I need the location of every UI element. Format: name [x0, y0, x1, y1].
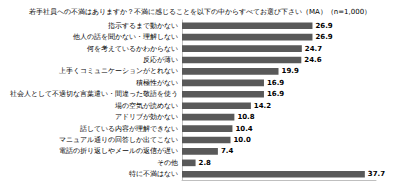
svg-text:特に不満はない: 特に不満はない — [129, 170, 178, 178]
svg-text:16.9: 16.9 — [267, 79, 284, 87]
svg-text:10.8: 10.8 — [237, 113, 254, 121]
svg-text:電話の折り返しやメールの返信が遅い: 電話の折り返しやメールの返信が遅い — [59, 147, 178, 155]
svg-text:話している内容が理解できない: 話している内容が理解できない — [80, 125, 178, 133]
svg-text:7.4: 7.4 — [221, 147, 234, 155]
svg-text:24.6: 24.6 — [304, 56, 321, 64]
svg-text:指示するまで動かない: 指示するまで動かない — [107, 22, 178, 30]
svg-text:19.9: 19.9 — [282, 67, 299, 75]
svg-text:他人の話を聞かない・理解しない: 他人の話を聞かない・理解しない — [73, 33, 178, 41]
svg-text:10.0: 10.0 — [234, 136, 251, 144]
svg-text:場の空気が読めない: 場の空気が読めない — [114, 102, 178, 110]
svg-text:14.2: 14.2 — [254, 102, 271, 110]
svg-text:社会人として不適切な言葉遣い・間違った敬語を使う: 社会人として不適切な言葉遣い・間違った敬語を使う — [10, 90, 178, 98]
svg-text:2.8: 2.8 — [199, 159, 212, 167]
svg-text:26.9: 26.9 — [315, 22, 332, 30]
svg-text:反応が薄い: 反応が薄い — [143, 56, 178, 64]
svg-text:積極性がない: 積極性がない — [136, 79, 178, 87]
svg-text:16.9: 16.9 — [267, 90, 284, 98]
svg-text:アドリブが効かない: アドリブが効かない — [115, 113, 178, 121]
svg-text:何を考えているかわからない: 何を考えているかわからない — [87, 45, 178, 53]
svg-text:37.7: 37.7 — [368, 170, 385, 178]
svg-text:その他: その他 — [157, 159, 178, 167]
svg-text:マニュアル通りの回答しか出てこない: マニュアル通りの回答しか出てこない — [59, 136, 178, 144]
svg-text:10.4: 10.4 — [235, 125, 252, 133]
svg-text:若手社員への不満はありますか？不満に感じることを以下の中から: 若手社員への不満はありますか？不満に感じることを以下の中からすべてお選び下さい（… — [29, 8, 371, 16]
svg-text:上手くコミュニケーションがとれない: 上手くコミュニケーションがとれない — [59, 67, 178, 75]
svg-text:24.7: 24.7 — [305, 45, 322, 53]
svg-text:26.9: 26.9 — [315, 33, 332, 41]
